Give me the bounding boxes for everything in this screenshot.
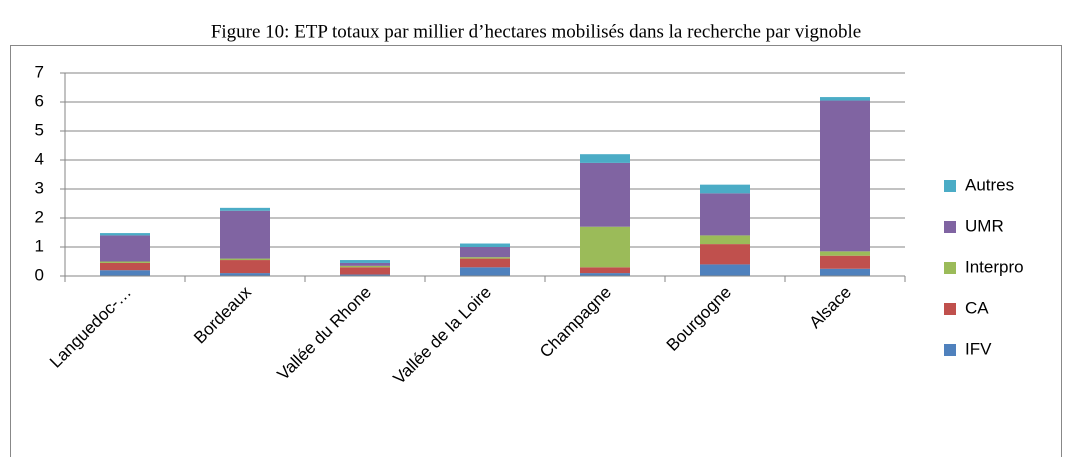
bar-segment xyxy=(700,193,750,236)
bar-segment xyxy=(700,264,750,276)
legend-swatch xyxy=(944,180,956,192)
x-tick-label: Vallée du Rhone xyxy=(274,283,375,384)
legend-swatch xyxy=(944,221,956,233)
x-tick-label: Alsace xyxy=(805,283,855,333)
bar-segment xyxy=(100,270,150,276)
bar-segment xyxy=(460,257,510,259)
bar-segment xyxy=(340,260,390,263)
bar-segment xyxy=(220,258,270,261)
x-tick-label: Bourgogne xyxy=(663,283,735,355)
legend-label: IFV xyxy=(965,339,992,358)
legend-swatch xyxy=(944,303,956,315)
bar-segment xyxy=(220,260,270,274)
legend-swatch xyxy=(944,344,956,356)
bar-segment xyxy=(580,162,630,227)
bar-segment xyxy=(100,262,150,271)
y-tick-label: 3 xyxy=(35,178,44,197)
legend-label: CA xyxy=(965,298,989,317)
bar-segment xyxy=(340,262,390,266)
bar-segment xyxy=(220,210,270,259)
chart-title: Figure 10: ETP totaux par millier d’hect… xyxy=(211,21,861,42)
y-tick-label: 0 xyxy=(35,265,44,284)
bar-segment xyxy=(100,235,150,262)
bar-segment xyxy=(460,258,510,268)
y-tick-label: 4 xyxy=(35,149,44,168)
legend-label: Interpro xyxy=(965,257,1024,276)
bar-segment xyxy=(700,235,750,245)
bar-segment xyxy=(340,274,390,276)
x-tick-label: Bordeaux xyxy=(190,282,255,347)
x-tick-label: Champagne xyxy=(536,283,615,362)
chart-frame xyxy=(10,45,1062,457)
bar-segment xyxy=(580,154,630,163)
bar-segment xyxy=(700,244,750,265)
y-tick-label: 1 xyxy=(35,236,44,255)
bar-segment xyxy=(460,247,510,258)
bar-segment xyxy=(820,251,870,256)
bar-segment xyxy=(460,267,510,276)
y-tick-label: 5 xyxy=(35,120,44,139)
x-tick-label: Vallée de la Loire xyxy=(390,283,495,388)
bar-segment xyxy=(100,261,150,263)
y-tick-label: 2 xyxy=(35,207,44,226)
y-tick-label: 7 xyxy=(35,62,44,81)
bar-segment xyxy=(340,267,390,275)
bar-segment xyxy=(820,255,870,269)
bar-segment xyxy=(820,100,870,252)
x-tick-label: Languedoc-… xyxy=(46,283,135,372)
legend-swatch xyxy=(944,262,956,274)
bar-segment xyxy=(820,268,870,276)
bar-segment xyxy=(580,273,630,276)
bar-segment xyxy=(220,207,270,211)
bar-segment xyxy=(100,233,150,236)
bar-segment xyxy=(220,273,270,276)
bar-segment xyxy=(580,226,630,268)
bar-segment xyxy=(340,265,390,268)
y-tick-label: 6 xyxy=(35,91,44,110)
bar-segment xyxy=(580,267,630,274)
bar-segment xyxy=(700,184,750,194)
bar-segment xyxy=(820,97,870,101)
bar-segment xyxy=(460,243,510,247)
legend-label: Autres xyxy=(965,175,1014,194)
legend-label: UMR xyxy=(965,216,1004,235)
